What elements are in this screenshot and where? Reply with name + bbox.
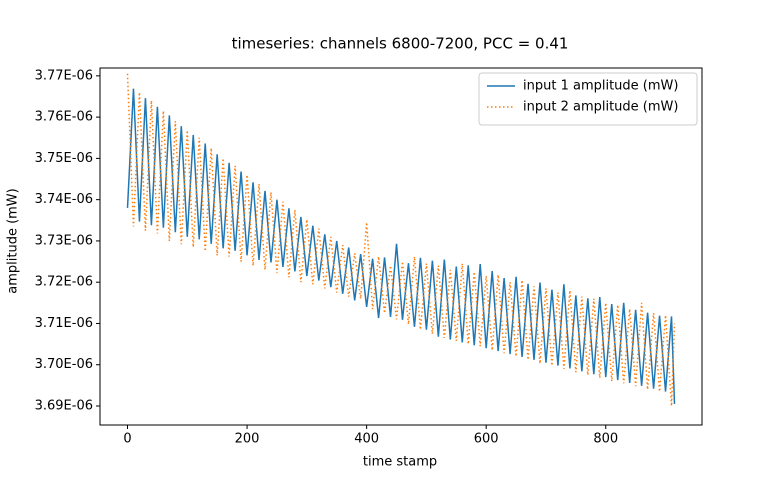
y-tick-label: 3.70E-06: [35, 357, 93, 372]
legend-label: input 2 amplitude (mW): [523, 100, 678, 115]
series-line: [126, 88, 676, 404]
y-tick-label: 3.76E-06: [35, 110, 93, 125]
y-tick-label: 3.72E-06: [35, 275, 93, 290]
y-tick-label: 3.75E-06: [35, 151, 93, 166]
x-tick-label: 400: [354, 432, 379, 447]
legend-label: input 1 amplitude (mW): [523, 79, 678, 94]
chart-title: timeseries: channels 6800-7200, PCC = 0.…: [232, 35, 569, 53]
plot-frame: [99, 67, 703, 426]
y-tick-label: 3.71E-06: [35, 316, 93, 331]
x-tick-label: 800: [593, 432, 618, 447]
y-tick-label: 3.77E-06: [35, 68, 93, 83]
x-axis-label: time stamp: [363, 455, 437, 470]
legend-box: [478, 72, 698, 126]
y-axis-label: amplitude (mW): [6, 188, 21, 294]
x-tick-label: 200: [235, 432, 260, 447]
series-line: [126, 73, 676, 407]
y-tick-label: 3.69E-06: [35, 399, 93, 414]
x-tick-label: 600: [474, 432, 499, 447]
y-tick-label: 3.74E-06: [35, 192, 93, 207]
x-tick-label: 0: [123, 432, 131, 447]
y-tick-label: 3.73E-06: [35, 233, 93, 248]
